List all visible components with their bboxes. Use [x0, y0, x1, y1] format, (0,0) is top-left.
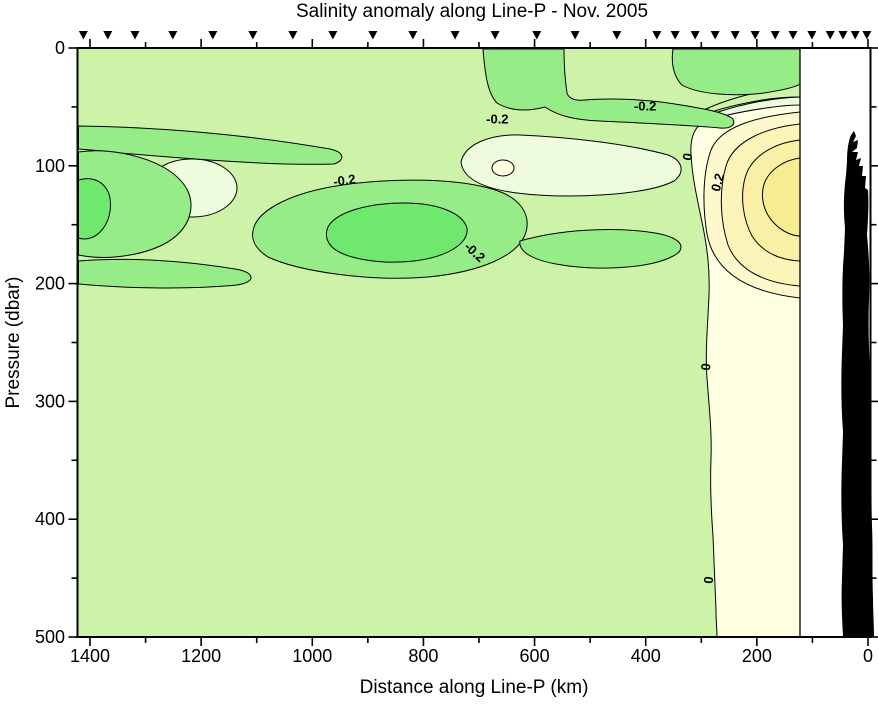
fill-med-band-lower-left [78, 258, 252, 289]
station-marker-triangle-icon [788, 31, 798, 40]
station-marker-triangle-icon [807, 31, 817, 40]
station-marker-triangle-icon [168, 31, 178, 40]
y-axis-title: Pressure (dbar) [3, 277, 24, 409]
station-marker-triangle-icon [570, 31, 580, 40]
axis-tick-labels: 0 200 400 600 800 1000 1200 1400 0 100 200 300 400 50… [35, 38, 873, 666]
station-marker-triangle-icon [450, 31, 460, 40]
station-marker-triangle-icon [770, 31, 780, 40]
x-tick-label: 600 [520, 646, 550, 666]
fill-pale-tongue-mid [460, 134, 682, 197]
y-tick-label: 400 [35, 509, 65, 529]
x-tick-label: 200 [742, 646, 772, 666]
station-marker-triangle-icon [652, 31, 662, 40]
station-marker-triangle-icon [532, 31, 542, 40]
land-bathymetry-silhouette [841, 131, 874, 637]
x-tick-label: 1400 [70, 646, 110, 666]
fill-cream-pocket-mid [491, 159, 515, 177]
station-marker-triangle-icon [612, 31, 622, 40]
y-tick-label: 100 [35, 156, 65, 176]
x-tick-label: 800 [408, 646, 438, 666]
contour-label: -0.2 [486, 111, 508, 126]
contour-label: 0 [701, 576, 717, 585]
fill-med-band-mid-right [519, 229, 682, 269]
station-marker-triangle-icon [208, 31, 218, 40]
contour-label: 0 [698, 363, 714, 372]
station-marker-triangle-icon [490, 31, 500, 40]
station-marker-triangle-icon [838, 31, 848, 40]
x-tick-label: 1000 [292, 646, 332, 666]
station-marker-triangle-icon [850, 31, 860, 40]
station-markers [78, 31, 872, 40]
station-marker-triangle-icon [710, 31, 720, 40]
chart-title: Salinity anomaly along Line-P - Nov. 200… [296, 1, 648, 22]
x-tick-label: 0 [863, 646, 873, 666]
station-marker-triangle-icon [750, 31, 760, 40]
fill-med-left-patch [78, 150, 192, 258]
contour-label: 0.2 [708, 172, 727, 193]
station-marker-triangle-icon [288, 31, 298, 40]
contour-label: -0.2 [634, 98, 656, 113]
fill-med-top-blob-and-tongue [482, 48, 735, 129]
y-tick-label: 300 [35, 391, 65, 411]
x-tick-label: 1200 [181, 646, 221, 666]
contour-label: 0 [679, 152, 695, 162]
station-marker-triangle-icon [248, 31, 258, 40]
y-tick-label: 200 [35, 274, 65, 294]
station-marker-triangle-icon [103, 31, 113, 40]
y-tick-label: 0 [55, 38, 65, 58]
fill-pos-core [761, 157, 801, 237]
station-marker-triangle-icon [408, 31, 418, 40]
station-marker-triangle-icon [368, 31, 378, 40]
y-tick-label: 500 [35, 627, 65, 647]
x-tick-label: 400 [631, 646, 661, 666]
station-marker-triangle-icon [825, 31, 835, 40]
contour-label: -0.2 [332, 171, 356, 189]
station-marker-triangle-icon [78, 31, 88, 40]
station-marker-triangle-icon [130, 31, 140, 40]
station-marker-triangle-icon [690, 31, 700, 40]
x-axis-title: Distance along Line-P (km) [360, 677, 589, 698]
fill-bright-core-left [78, 178, 112, 240]
fill-med-top-right-corner [671, 48, 801, 96]
contour-fills [78, 48, 801, 637]
station-marker-triangle-icon [862, 31, 872, 40]
axis-ticks [68, 39, 878, 646]
station-marker-triangle-icon [730, 31, 740, 40]
station-marker-triangle-icon [670, 31, 680, 40]
fill-bright-core-central [325, 202, 468, 263]
station-marker-triangle-icon [328, 31, 338, 40]
